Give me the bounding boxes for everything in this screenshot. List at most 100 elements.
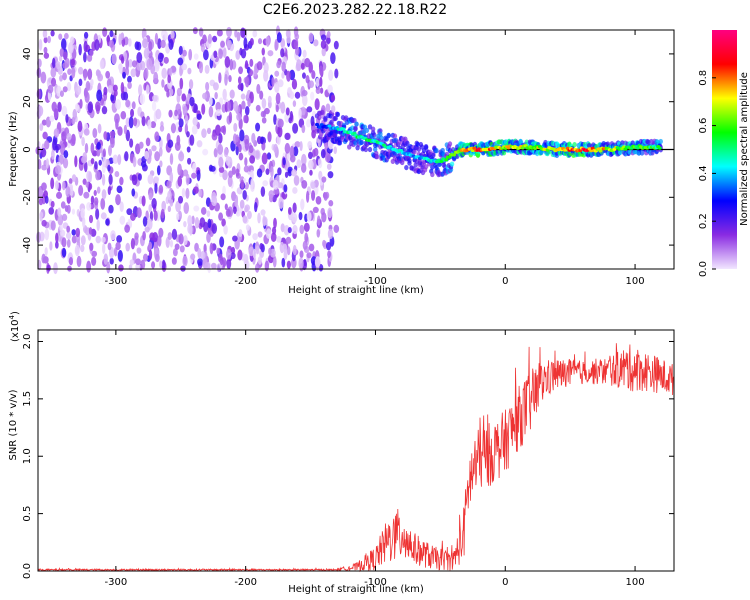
noise-mark xyxy=(222,125,227,136)
noise-mark xyxy=(252,30,258,38)
signal-halo-mark xyxy=(364,127,370,134)
noise-mark xyxy=(83,52,87,63)
noise-mark xyxy=(150,121,157,129)
noise-mark xyxy=(127,75,132,83)
noise-mark xyxy=(301,180,308,189)
noise-mark xyxy=(299,224,305,235)
noise-mark xyxy=(177,57,184,66)
noise-mark xyxy=(227,39,232,49)
noise-mark xyxy=(188,79,194,90)
noise-mark xyxy=(127,81,132,90)
noise-mark xyxy=(75,103,79,111)
noise-mark xyxy=(52,138,57,151)
noise-mark xyxy=(255,245,260,255)
snr-xtick-label: -300 xyxy=(105,577,128,588)
noise-mark xyxy=(229,58,234,71)
noise-mark xyxy=(294,141,301,148)
noise-mark xyxy=(55,241,59,249)
noise-mark xyxy=(190,253,196,260)
noise-mark xyxy=(265,168,270,175)
noise-mark xyxy=(276,32,282,43)
noise-mark xyxy=(182,49,187,57)
noise-mark xyxy=(43,36,48,44)
noise-mark xyxy=(71,116,76,125)
noise-mark xyxy=(240,93,246,100)
noise-mark xyxy=(255,263,260,273)
noise-mark xyxy=(209,165,216,172)
signal-halo-mark xyxy=(412,149,417,155)
noise-mark xyxy=(276,236,282,243)
noise-mark xyxy=(243,165,250,173)
noise-mark xyxy=(50,149,55,160)
noise-mark xyxy=(262,216,268,226)
noise-mark xyxy=(183,202,190,214)
noise-mark xyxy=(218,166,225,173)
noise-mark xyxy=(117,126,123,136)
noise-mark xyxy=(242,215,248,224)
noise-mark xyxy=(211,195,218,207)
noise-mark xyxy=(291,78,298,90)
noise-mark xyxy=(167,139,174,148)
noise-mark xyxy=(286,260,291,269)
noise-mark xyxy=(163,56,169,64)
noise-mark xyxy=(312,206,319,214)
noise-mark xyxy=(157,52,164,63)
noise-mark xyxy=(302,94,308,107)
noise-mark xyxy=(111,53,117,65)
noise-mark xyxy=(326,37,331,44)
noise-mark xyxy=(63,32,69,40)
noise-mark xyxy=(105,218,110,226)
noise-mark xyxy=(152,94,158,102)
noise-mark xyxy=(142,38,148,49)
noise-mark xyxy=(83,128,90,136)
noise-mark xyxy=(165,236,170,249)
noise-mark xyxy=(308,32,314,43)
noise-mark xyxy=(218,156,224,168)
noise-mark xyxy=(272,255,277,268)
noise-mark xyxy=(135,143,141,155)
snr-panel: -300 -200 -100 0 100 0.0 0.5 1.0 1.5 2.0 Height o… xyxy=(8,311,675,595)
noise-mark xyxy=(275,92,281,105)
signal-core-mark xyxy=(327,124,332,128)
noise-mark xyxy=(44,140,50,150)
noise-mark xyxy=(68,178,73,185)
noise-mark xyxy=(273,114,277,126)
noise-mark xyxy=(107,186,111,196)
noise-mark xyxy=(215,109,222,117)
noise-mark xyxy=(293,40,299,50)
noise-mark xyxy=(275,104,279,113)
noise-mark xyxy=(208,105,214,118)
signal-halo-mark xyxy=(423,164,429,170)
noise-mark xyxy=(236,112,242,121)
noise-mark xyxy=(110,230,116,241)
signal-core-mark xyxy=(598,149,603,153)
noise-mark xyxy=(107,85,113,93)
noise-mark xyxy=(317,158,322,165)
noise-mark xyxy=(207,218,212,229)
noise-mark xyxy=(126,208,133,216)
signal-halo-mark xyxy=(379,135,384,141)
noise-mark xyxy=(124,224,131,233)
noise-mark xyxy=(59,229,66,237)
noise-mark xyxy=(302,240,308,250)
noise-mark xyxy=(220,40,225,48)
noise-mark xyxy=(117,154,122,166)
noise-mark xyxy=(189,224,193,236)
noise-mark xyxy=(238,152,244,161)
snr-multiplier-close: ) xyxy=(10,311,21,315)
noise-mark xyxy=(182,105,188,117)
noise-mark xyxy=(280,101,286,114)
noise-mark xyxy=(261,98,267,109)
noise-mark xyxy=(284,142,291,154)
noise-mark xyxy=(181,63,188,71)
noise-mark xyxy=(172,248,178,257)
noise-mark xyxy=(261,117,267,124)
noise-mark xyxy=(43,52,50,59)
noise-mark xyxy=(139,141,144,149)
noise-mark xyxy=(259,243,264,250)
noise-mark xyxy=(201,103,206,115)
noise-mark xyxy=(321,176,327,183)
noise-mark xyxy=(327,84,333,94)
noise-mark xyxy=(90,142,95,154)
noise-mark xyxy=(301,163,307,173)
